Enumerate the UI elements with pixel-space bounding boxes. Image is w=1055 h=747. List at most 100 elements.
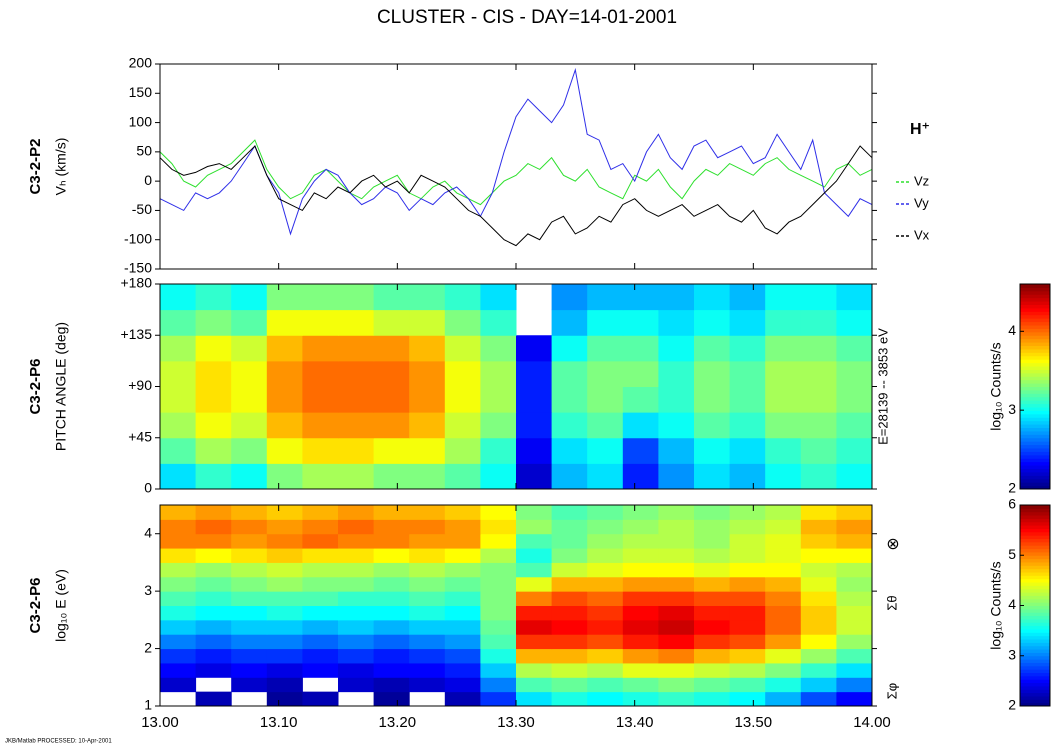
- heatmap-cell: [480, 677, 517, 693]
- heatmap-cell: [694, 360, 731, 387]
- heatmap-cell: [729, 284, 766, 311]
- y-tick-label: 0: [144, 480, 152, 496]
- colorbar-step: [1020, 622, 1050, 627]
- heatmap-cell: [231, 284, 268, 311]
- heatmap-cell: [729, 309, 766, 336]
- heatmap-cell: [800, 662, 837, 678]
- heatmap-cell: [836, 335, 873, 362]
- heatmap-cell: [765, 360, 802, 387]
- heatmap-cell: [694, 309, 731, 336]
- heatmap-cell: [231, 619, 268, 635]
- heatmap-cell: [622, 691, 659, 707]
- y-tick-label: +45: [128, 428, 152, 444]
- heatmap-cell: [587, 677, 624, 693]
- heatmap-cell: [551, 360, 588, 387]
- heatmap-cell: [409, 548, 446, 563]
- heatmap-cell: [302, 634, 339, 650]
- colorbar-step: [1020, 383, 1050, 387]
- heatmap-cell: [694, 619, 731, 635]
- heatmap-cell: [516, 412, 553, 439]
- heatmap-cell: [551, 533, 588, 549]
- colorbar-tick-label: 4: [1008, 596, 1016, 612]
- heatmap-cell: [622, 412, 659, 439]
- heatmap-cell: [551, 677, 588, 693]
- heatmap-cell: [765, 691, 802, 707]
- heatmap-cell: [658, 519, 695, 535]
- heatmap-cell: [266, 533, 303, 549]
- heatmap-cell: [587, 634, 624, 650]
- colorbar-step: [1020, 407, 1050, 411]
- colorbar-label: log₁₀ Counts/s: [988, 561, 1004, 649]
- colorbar-step: [1020, 318, 1050, 323]
- heatmap-cell: [409, 648, 446, 664]
- heatmap-cell: [409, 335, 446, 362]
- heatmap-cell: [765, 335, 802, 362]
- heatmap-cell: [551, 284, 588, 311]
- heatmap-cell: [231, 562, 268, 578]
- colorbar-step: [1020, 602, 1050, 606]
- panel-annotation: Σφ: [884, 683, 899, 699]
- heatmap-cell: [160, 412, 197, 439]
- heatmap-cell: [231, 360, 268, 387]
- heatmap-cell: [622, 519, 659, 535]
- heatmap-cell: [373, 619, 410, 635]
- heatmap-cell: [729, 648, 766, 664]
- colorbar-step: [1020, 328, 1050, 333]
- heatmap-cell: [480, 360, 517, 387]
- heatmap-cell: [658, 463, 695, 490]
- colorbar-step: [1020, 304, 1050, 309]
- colorbar-step: [1020, 511, 1050, 516]
- heatmap-cell: [551, 562, 588, 578]
- heatmap-cell: [444, 533, 481, 549]
- heatmap-cell: [373, 662, 410, 678]
- heatmap-cell: [729, 463, 766, 490]
- heatmap-cell: [800, 463, 837, 490]
- x-tick-label: 13.50: [735, 714, 773, 731]
- heatmap-cell: [480, 284, 517, 311]
- heatmap-cell: [480, 533, 517, 549]
- heatmap-cell: [338, 412, 375, 439]
- colorbar-step: [1020, 417, 1050, 422]
- heatmap-cell: [587, 576, 624, 592]
- colorbar-step: [1020, 612, 1050, 617]
- heatmap-cell: [444, 619, 481, 635]
- colorbar-step: [1020, 528, 1050, 533]
- heatmap-cell: [765, 619, 802, 635]
- heatmap-cell: [266, 335, 303, 362]
- heatmap-cell: [694, 437, 731, 464]
- heatmap-cell: [160, 576, 197, 592]
- heatmap-cell: [765, 662, 802, 678]
- heatmap-cell: [444, 360, 481, 387]
- heatmap-cell: [800, 519, 837, 535]
- heatmap-cell: [160, 605, 197, 621]
- heatmap-cell: [444, 662, 481, 678]
- heatmap-cell: [266, 562, 303, 578]
- heatmap-cell: [444, 548, 481, 563]
- heatmap-cell: [587, 437, 624, 464]
- heatmap-cell: [373, 677, 410, 693]
- colorbar-step: [1020, 649, 1050, 653]
- x-tick-label: 13.30: [497, 714, 535, 731]
- heatmap-cell: [338, 619, 375, 635]
- heatmap-cell: [658, 533, 695, 549]
- colorbar-step: [1020, 396, 1050, 401]
- colorbar-step: [1020, 632, 1050, 637]
- heatmap-cell: [836, 662, 873, 678]
- colorbar-step: [1020, 592, 1050, 596]
- heatmap-cell: [480, 548, 517, 563]
- heatmap-cell: [551, 335, 588, 362]
- heatmap-cell: [551, 505, 588, 520]
- heatmap-cell: [480, 605, 517, 621]
- heatmap-cell: [195, 519, 232, 535]
- heatmap-cell: [480, 591, 517, 606]
- colorbar-step: [1020, 430, 1050, 435]
- heatmap-cell: [302, 309, 339, 336]
- heatmap-cell: [480, 463, 517, 490]
- heatmap-cell: [160, 309, 197, 336]
- heatmap-cell: [302, 691, 339, 707]
- heatmap-cell: [694, 591, 731, 606]
- heatmap-cell: [160, 619, 197, 635]
- heatmap-cell: [516, 548, 553, 563]
- heatmap-cell: [266, 634, 303, 650]
- heatmap-cell: [195, 576, 232, 592]
